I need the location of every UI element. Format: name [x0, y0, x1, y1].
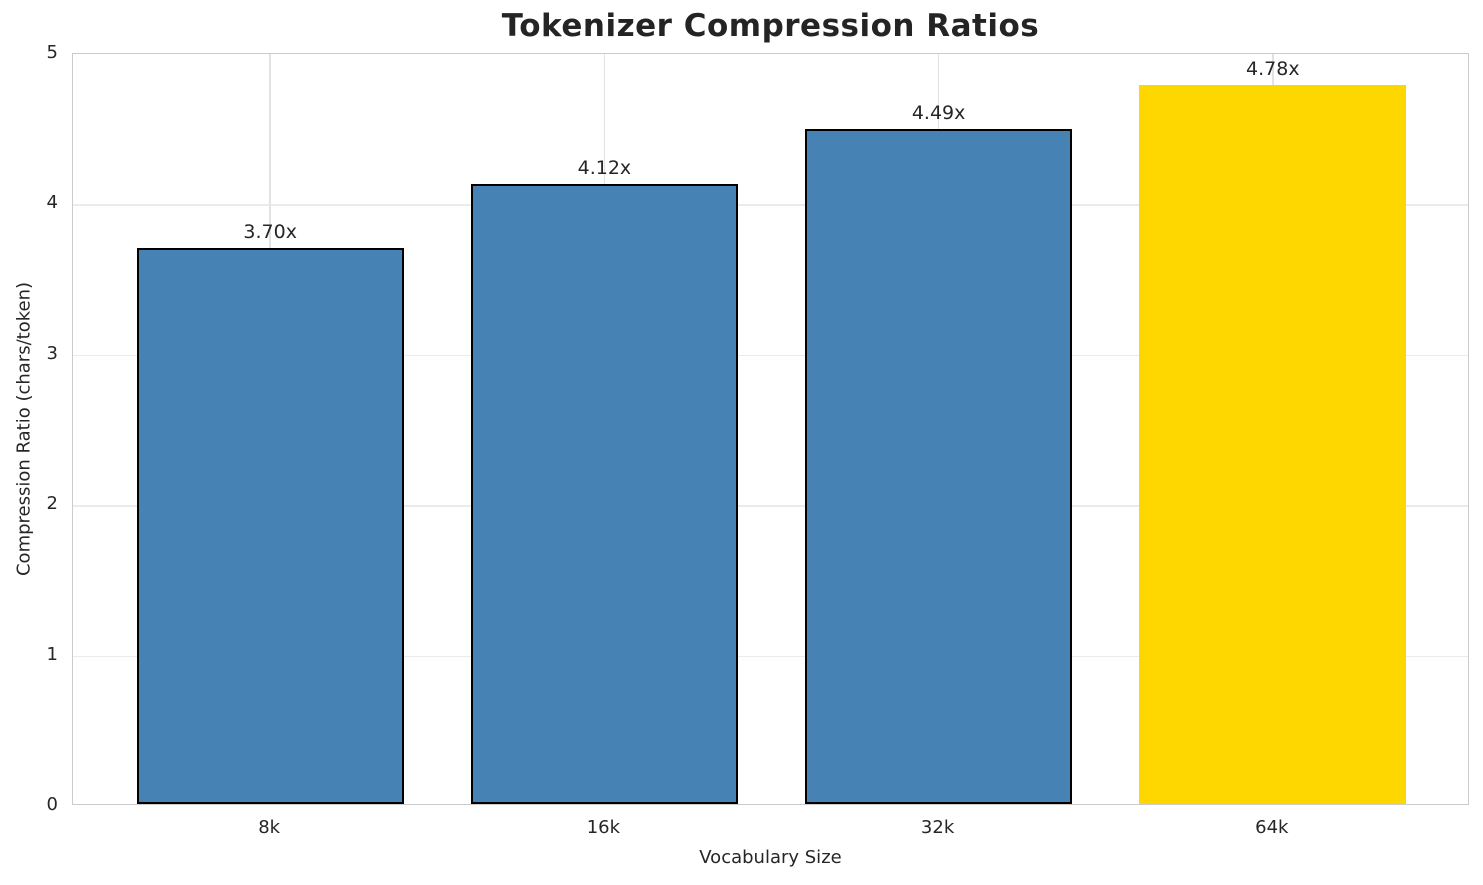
- plot-area: 3.70x 4.12x 4.49x 4.78x: [72, 53, 1469, 805]
- h-gridline-3: [73, 354, 1468, 357]
- x-tick-label-32k: 32k: [920, 817, 955, 838]
- bar-value-label-64k: 4.78x: [1246, 58, 1300, 81]
- y-tick-label-2: 2: [46, 493, 58, 515]
- bar-8k: [136, 247, 404, 804]
- y-tick-label-1: 1: [46, 643, 58, 665]
- y-tick-label-3: 3: [46, 342, 58, 364]
- h-gridline-2: [73, 505, 1468, 507]
- bar-32k: [804, 128, 1073, 804]
- x-axis-label: Vocabulary Size: [699, 847, 842, 868]
- h-gridline-1: [73, 655, 1468, 658]
- y-tick-label-5: 5: [46, 42, 58, 63]
- x-tick-label-8k: 8k: [258, 817, 281, 838]
- y-tick-label-4: 4: [46, 192, 58, 214]
- y-tick-label-0: 0: [46, 794, 58, 815]
- h-gridline-4: [73, 204, 1468, 206]
- x-tick-label-64k: 64k: [1255, 817, 1289, 838]
- bar-value-label-8k: 3.70x: [243, 220, 297, 243]
- y-axis-label: Compression Ratio (chars/token): [13, 281, 35, 577]
- bar-64k: [1139, 85, 1407, 804]
- bar-value-label-16k: 4.12x: [577, 157, 632, 180]
- chart-title: Tokenizer Compression Ratios: [501, 8, 1040, 44]
- bar-value-label-32k: 4.49x: [911, 101, 966, 124]
- x-tick-label-16k: 16k: [586, 817, 621, 838]
- bar-16k: [470, 184, 739, 804]
